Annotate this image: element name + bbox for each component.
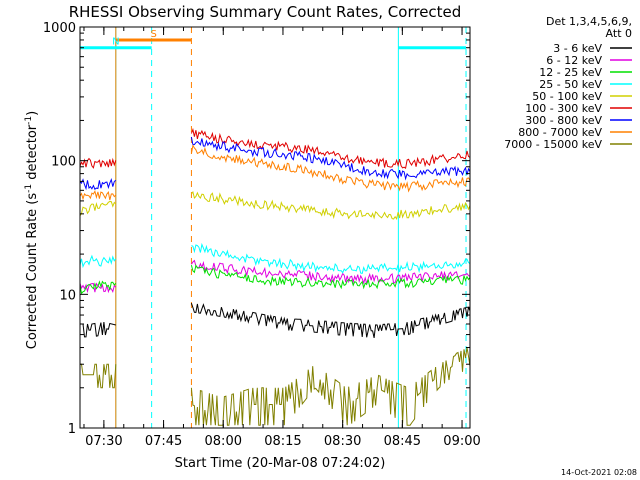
legend-item-label: 100 - 300 keV — [525, 102, 602, 115]
legend-header-line-2: Att 0 — [606, 27, 632, 40]
series-line — [190, 259, 471, 286]
plot-frame — [79, 26, 471, 429]
y-axis-label-sup1: -1 — [24, 184, 34, 193]
y-axis-label-main: Corrected Count Rate (s — [25, 193, 40, 350]
legend-header-line-1: Det 1,3,4,5,6,9, — [546, 15, 632, 28]
y-axis-label-end: ) — [25, 111, 40, 116]
x-tick-label: 08:15 — [264, 434, 301, 449]
y-axis-label-mid: detector — [25, 124, 40, 184]
plot-area: SN 07:30 07:45 08:00 08:15 08:30 08:45 09:0011… — [43, 21, 481, 449]
series-group — [79, 127, 471, 426]
axes: 07:30 07:45 08:00 08:15 08:30 08:45 09:00 1 10 10… — [43, 21, 481, 449]
series-line — [191, 242, 471, 274]
series-line — [79, 177, 117, 191]
x-axis-label: Start Time (20-Mar-08 07:24:02) — [175, 456, 386, 471]
y-tick-label: 1 — [68, 422, 76, 437]
flag-bar-label: S — [150, 29, 156, 40]
y-tick-label: 100 — [51, 155, 76, 170]
series-line — [190, 136, 471, 181]
series-line — [190, 264, 471, 290]
legend-item-label: 800 - 7000 keV — [518, 126, 602, 139]
x-tick-label: 07:45 — [145, 434, 182, 449]
series-line — [190, 302, 471, 339]
y-tick-label: 10 — [59, 288, 76, 303]
x-tick-label: 08:45 — [384, 434, 421, 449]
legend-item-label: 25 - 50 keV — [539, 78, 602, 91]
series-line — [79, 189, 117, 201]
legend-item-label: 6 - 12 keV — [546, 54, 602, 67]
legend-item-label: 300 - 800 keV — [525, 114, 602, 127]
series-line — [79, 254, 117, 269]
series-line — [190, 144, 471, 193]
legend-item-label: 12 - 25 keV — [539, 66, 602, 79]
series-line — [190, 190, 471, 220]
series-line — [79, 200, 117, 217]
overlay-markers: SN — [79, 27, 467, 428]
legend-item-label: 50 - 100 keV — [532, 90, 602, 103]
series-line — [80, 322, 116, 338]
x-tick-label: 07:30 — [85, 434, 122, 449]
y-axis-label-sup2: -1 — [24, 116, 34, 125]
x-tick-label: 09:00 — [443, 434, 480, 449]
y-tick-label: 1000 — [43, 21, 76, 36]
legend-item-label: 7000 - 15000 keV — [504, 138, 602, 151]
footer-date: 14-Oct-2021 02:08 — [561, 468, 637, 477]
series-line — [79, 280, 117, 295]
x-tick-label: 08:00 — [205, 434, 242, 449]
legend-item-label: 3 - 6 keV — [553, 42, 602, 55]
series-line — [79, 157, 117, 169]
y-axis-label: Corrected Count Rate (s-1 detector-1) — [24, 111, 40, 349]
flag-bar-label: N — [112, 37, 119, 48]
series-line — [190, 347, 471, 426]
chart-title: RHESSI Observing Summary Count Rates, Co… — [69, 3, 462, 21]
x-tick-label: 08:30 — [324, 434, 361, 449]
series-line — [80, 363, 117, 389]
